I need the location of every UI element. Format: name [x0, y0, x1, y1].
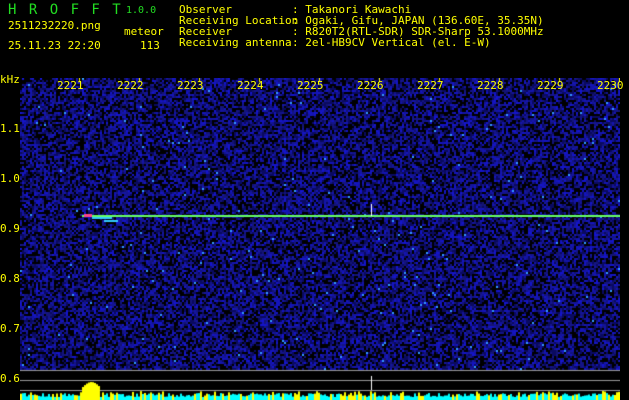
app-version: 1.0.0	[126, 5, 157, 16]
x-tick-label: 2225	[297, 79, 324, 92]
info-value: : Takanori Kawachi	[292, 3, 412, 16]
x-tick-label: 2227	[417, 79, 444, 92]
x-tick-label: 2226	[357, 79, 384, 92]
spectrogram	[20, 78, 620, 400]
x-tick-label: 2230	[597, 79, 624, 92]
file-name: 2511232220.png	[8, 19, 101, 32]
y-tick-label: 1.0	[0, 172, 20, 185]
x-tick-label: 2224	[237, 79, 264, 92]
file-datetime: 25.11.23 22:20	[8, 39, 101, 52]
info-key: Receiving antenna	[179, 36, 292, 49]
y-tick-label: 0.8	[0, 272, 20, 285]
x-tick-label: 2222	[117, 79, 144, 92]
x-tick-label: 2228	[477, 79, 504, 92]
app-title: H R O F F T	[8, 2, 123, 18]
info-key: Observer	[179, 3, 232, 16]
x-tick-label: 2229	[537, 79, 564, 92]
info-key: Receiver	[179, 25, 232, 38]
meteor-label: meteor	[124, 25, 164, 38]
y-tick-label: 0.9	[0, 222, 20, 235]
info-key: Receiving Location	[179, 14, 299, 27]
y-unit: kHz	[0, 73, 20, 86]
y-tick-label: 1.1	[0, 122, 20, 135]
info-value: : 2el-HB9CV Vertical (el. E-W)	[292, 36, 491, 49]
info-value: : Ogaki, Gifu, JAPAN (136.60E, 35.35N)	[292, 14, 544, 27]
x-tick-label: 2223	[177, 79, 204, 92]
x-tick-label: 2221	[57, 79, 84, 92]
meteor-count: 113	[140, 39, 160, 52]
y-tick-label: 0.7	[0, 322, 20, 335]
y-tick-label: 0.6	[0, 372, 20, 385]
info-value: : R820T2(RTL-SDR) SDR-Sharp 53.1000MHz	[292, 25, 544, 38]
